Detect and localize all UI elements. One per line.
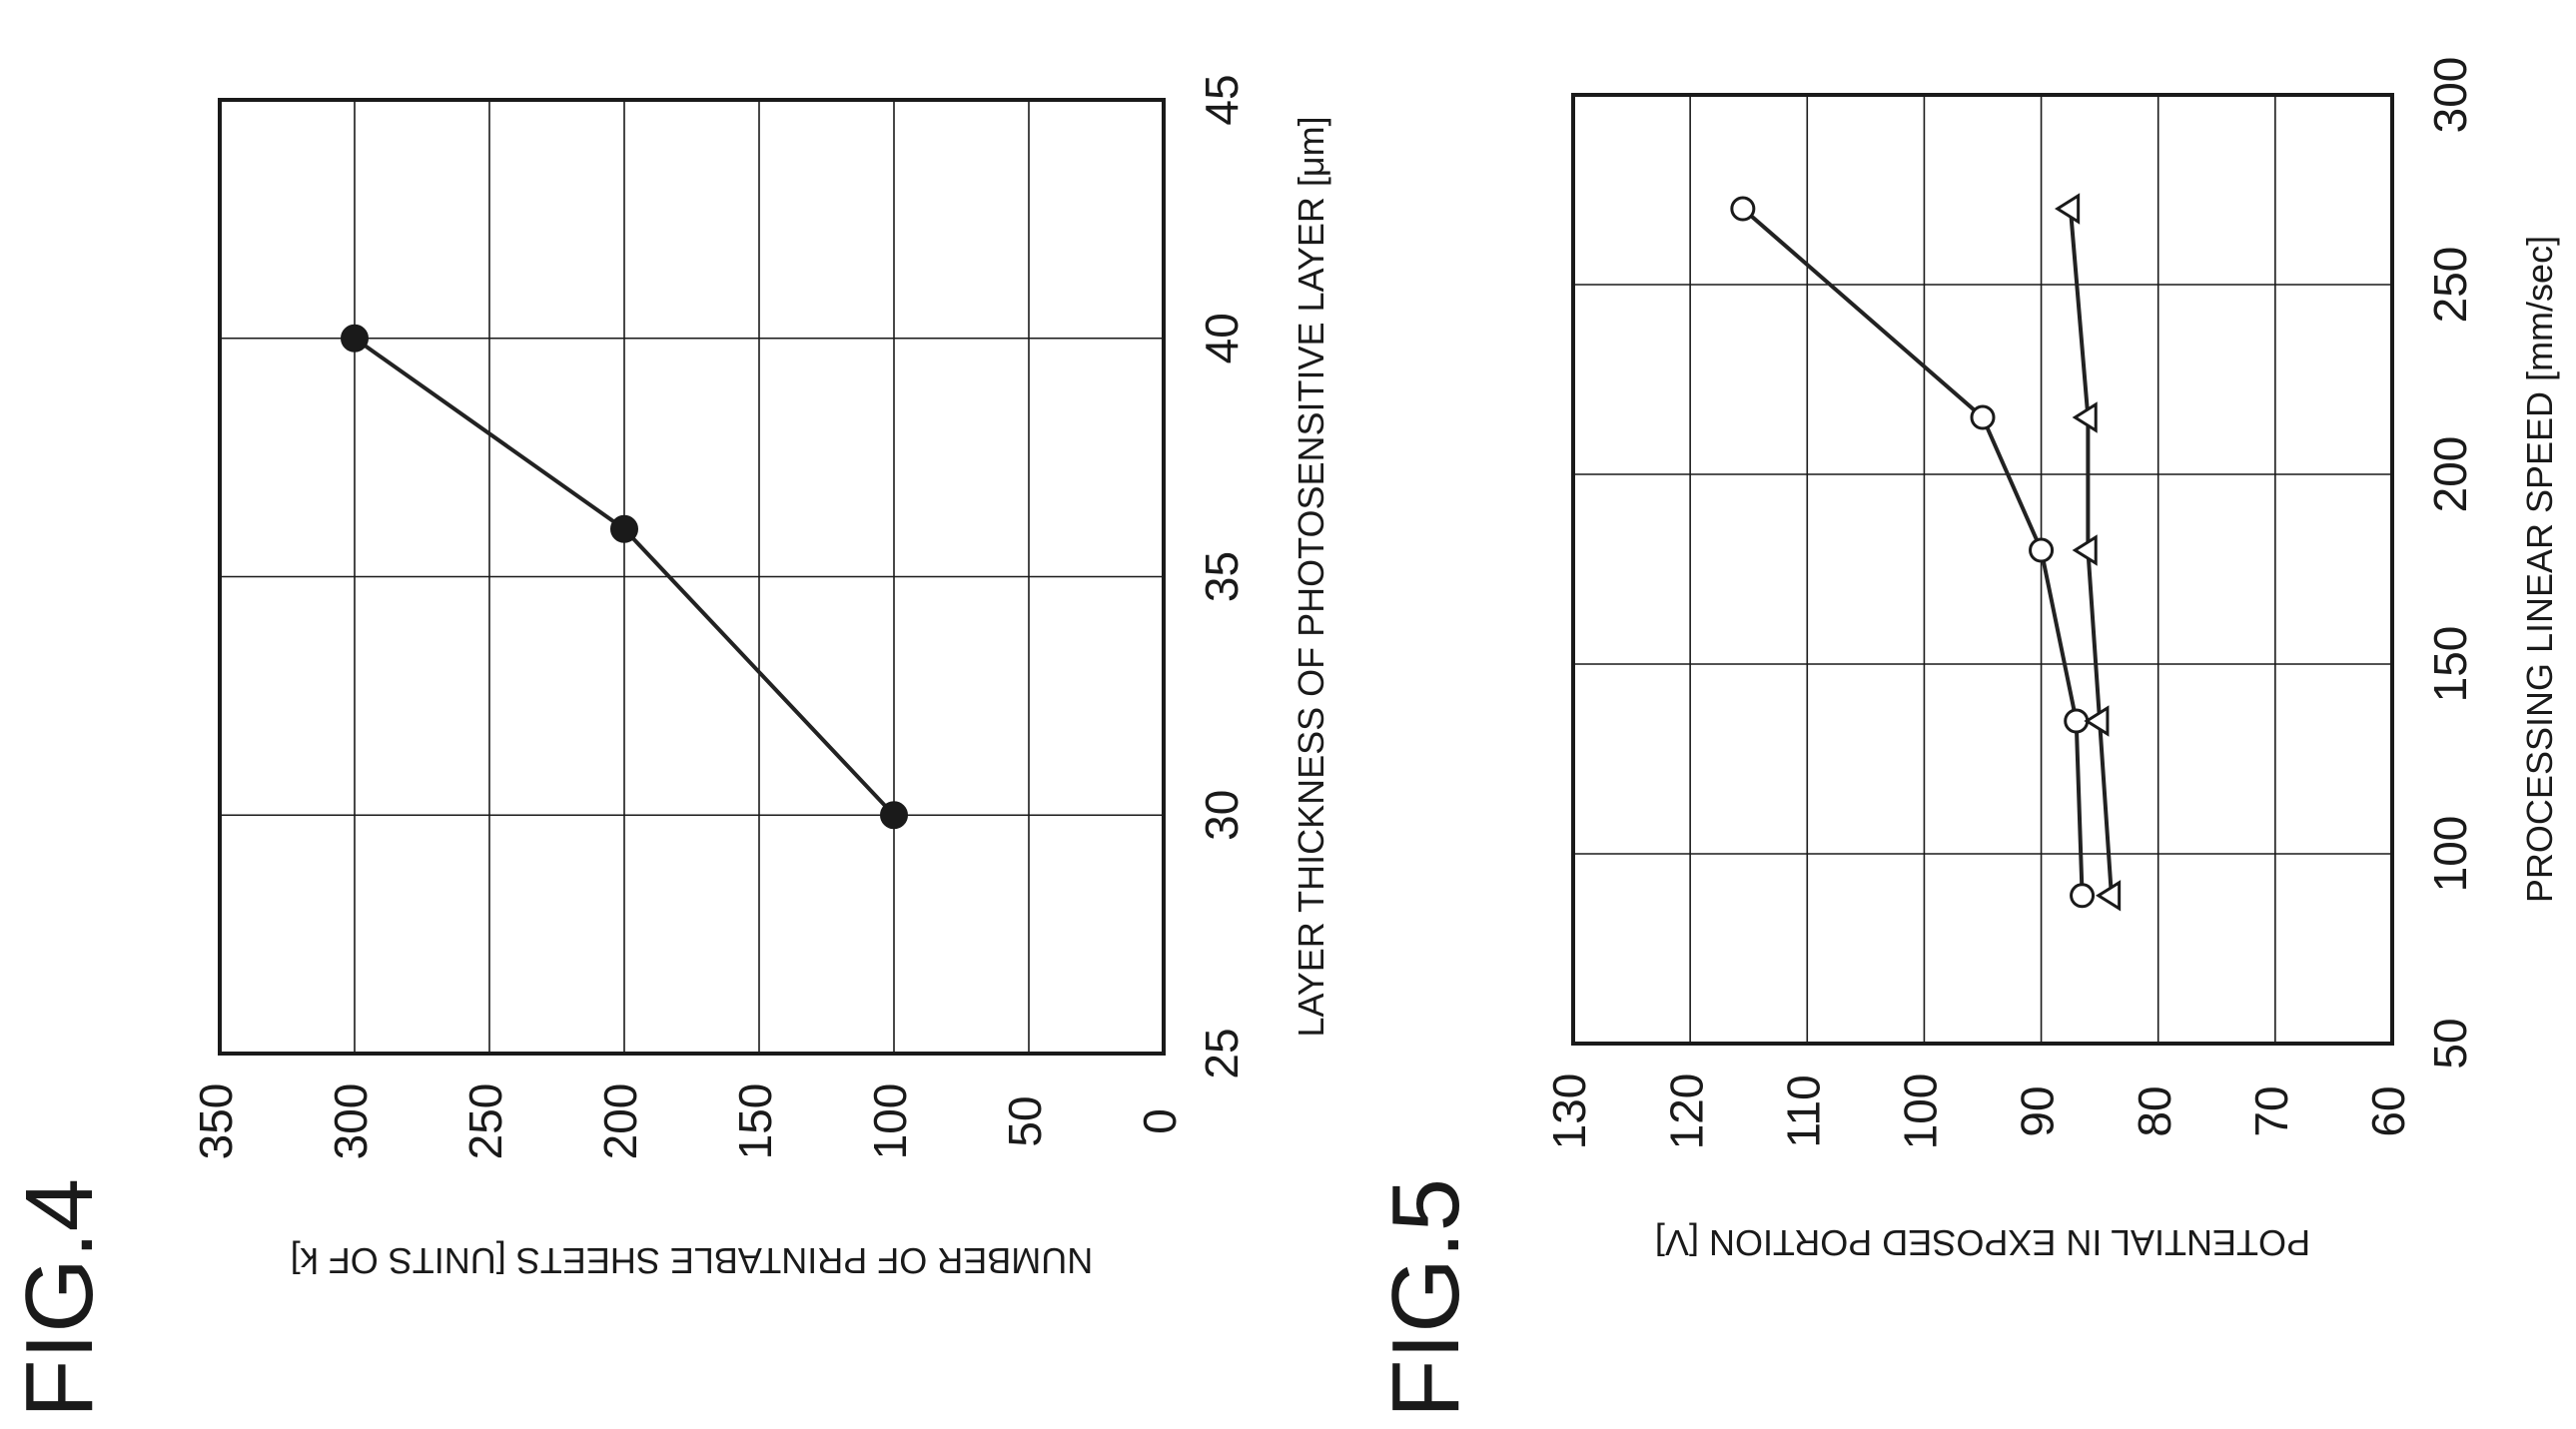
fig5-label: FIG.5 [1372, 1178, 1479, 1418]
fig5-chart: 50 100 150 200 250 300 60 70 80 90 100 110 120 130 P… [1543, 57, 2560, 1263]
fig5-x-tick-label: 200 [2424, 436, 2476, 513]
fig4-y-tick-label: 50 [999, 1095, 1051, 1146]
fig5-y-axis-label: POTENTIAL IN EXPOSED PORTION [V] [1655, 1222, 2310, 1263]
fig4-y-tick-label: 200 [594, 1083, 646, 1160]
fig5-series-1-point [1730, 196, 1756, 222]
fig5-x-tick-label: 250 [2424, 247, 2476, 324]
fig4-label: FIG.4 [6, 1178, 113, 1418]
fig4-y-tick-label: 100 [864, 1083, 916, 1160]
fig4-series-1-point [880, 801, 908, 830]
fig4-y-tick-labels: 0 50 100 150 200 250 300 350 [190, 1083, 1186, 1160]
fig5-y-tick-labels: 60 70 80 90 100 110 120 130 [1543, 1073, 2414, 1150]
fig4-x-tick-labels: 25 30 35 40 45 [1196, 74, 1248, 1078]
fig5-x-tick-labels: 50 100 150 200 250 300 [2424, 57, 2476, 1070]
fig4-x-tick-label: 45 [1196, 74, 1248, 125]
fig5-x-tick-label: 300 [2424, 57, 2476, 134]
fig4-chart: 25 30 35 40 45 0 50 100 150 200 250 300 350 LAYER T… [190, 74, 1331, 1281]
fig5-series-2-point [2072, 401, 2098, 433]
fig5-x-axis-label: PROCESSING LINEAR SPEED [mm/sec] [2519, 236, 2560, 903]
fig4-y-tick-label: 350 [190, 1083, 242, 1160]
fig4-y-tick-label: 300 [325, 1083, 377, 1160]
fig4-x-tick-label: 25 [1196, 1028, 1248, 1078]
fig5-x-tick-label: 150 [2424, 626, 2476, 703]
fig4-y-tick-label: 150 [729, 1083, 781, 1160]
fig5-y-tick-label: 100 [1895, 1073, 1947, 1150]
fig5-series-1-point [2029, 537, 2055, 563]
fig4-grid [220, 100, 1164, 1054]
fig5-y-tick-label: 110 [1777, 1074, 1829, 1147]
fig5-x-tick-label: 50 [2424, 1018, 2476, 1069]
fig4-y-tick-label: 250 [459, 1083, 511, 1160]
fig5-series-2-point [2055, 193, 2081, 225]
fig5-plot-frame [1571, 93, 2394, 1046]
fig4-y-tick-label: 0 [1134, 1108, 1186, 1134]
fig4-x-tick-label: 35 [1196, 551, 1248, 602]
fig4-x-axis-label: LAYER THICKNESS OF PHOTOSENSITIVE LAYER … [1290, 116, 1331, 1037]
fig4-series-1-point [341, 324, 369, 353]
fig5-series-2-point [2084, 705, 2110, 737]
fig4-y-axis-label: NUMBER OF PRINTABLE SHEETS [UNITS OF k] [291, 1240, 1093, 1281]
fig5-series-2-point [2072, 534, 2098, 566]
fig4-x-tick-label: 40 [1196, 313, 1248, 363]
fig4-x-tick-label: 30 [1196, 790, 1248, 841]
fig5-y-tick-label: 130 [1543, 1073, 1595, 1150]
fig5-series-group [1730, 193, 2122, 912]
fig5-y-tick-label: 90 [2012, 1085, 2064, 1136]
fig5-series-2-point [2096, 880, 2122, 912]
fig5-grid [1573, 95, 2392, 1044]
fig4-plot-frame [218, 98, 1166, 1056]
fig4-series-1-point [610, 514, 638, 543]
fig5-series-1-point [2070, 883, 2096, 909]
fig5-series-1-point [1970, 404, 1996, 430]
fig4-series-group [341, 324, 908, 830]
fig5-x-tick-label: 100 [2424, 816, 2476, 893]
fig5-y-tick-label: 70 [2245, 1085, 2297, 1136]
fig5-y-tick-label: 80 [2129, 1085, 2180, 1136]
fig5-y-tick-label: 120 [1660, 1073, 1712, 1150]
fig5-y-tick-label: 60 [2362, 1085, 2414, 1136]
